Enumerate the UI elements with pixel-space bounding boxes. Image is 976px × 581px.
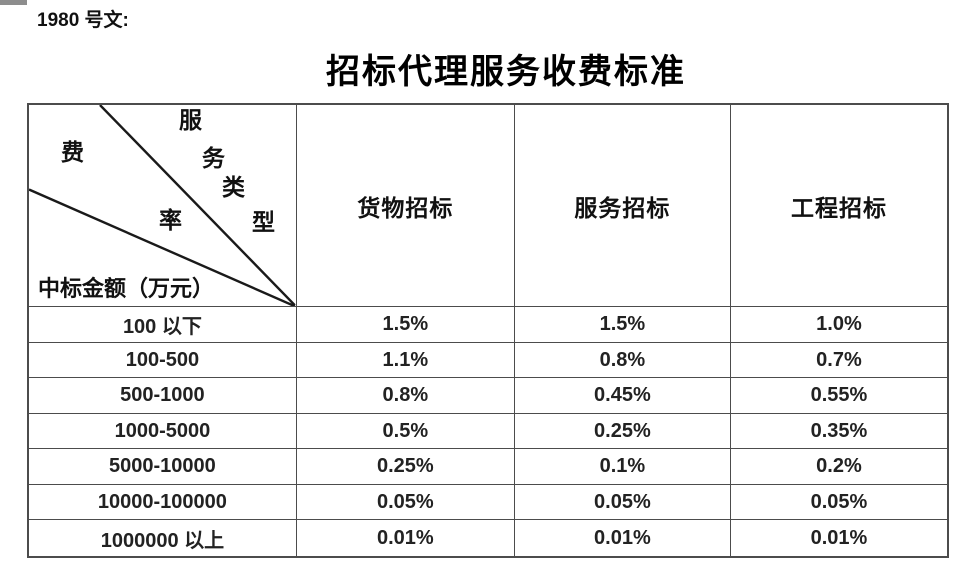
row-range: 10000-100000 — [29, 484, 297, 521]
corner-fee-char-1: 费 — [61, 140, 84, 165]
corner-type-char-1: 服 — [179, 108, 202, 133]
rate-engineering: 0.35% — [730, 414, 947, 450]
corner-type-char-3: 类 — [222, 175, 245, 200]
column-header-service: 服务招标 — [514, 105, 731, 308]
page-title: 招标代理服务收费标准 — [326, 54, 686, 91]
corner-type-char-2: 务 — [202, 146, 225, 171]
rate-engineering: 1.0% — [730, 307, 947, 343]
rate-engineering: 0.2% — [730, 449, 947, 485]
column-header-engineering: 工程招标 — [730, 105, 947, 308]
rate-engineering: 0.55% — [730, 378, 947, 414]
column-header-goods: 货物招标 — [296, 105, 515, 308]
row-range: 500-1000 — [29, 378, 297, 414]
fee-standard-table: 费 率 服 务 类 型 中标金额（万元） 货物招标 服务招标 工程招标 100 … — [27, 103, 949, 558]
table-corner-cell: 费 率 服 务 类 型 中标金额（万元） — [29, 105, 297, 308]
screen-edge-artifact — [0, 0, 27, 5]
rate-goods: 0.5% — [296, 413, 515, 450]
rate-engineering: 0.05% — [730, 485, 947, 521]
rate-service: 0.8% — [514, 342, 731, 379]
rate-goods: 0.25% — [296, 449, 515, 485]
rate-goods: 0.05% — [296, 484, 515, 521]
rate-service: 0.01% — [515, 520, 731, 556]
row-range: 100-500 — [29, 342, 297, 379]
rate-goods: 1.5% — [296, 307, 515, 343]
rate-service: 0.45% — [514, 378, 731, 414]
corner-type-char-4: 型 — [252, 210, 275, 235]
rate-goods: 0.8% — [296, 378, 515, 414]
doc-number-label: 1980 号文: — [37, 10, 129, 31]
diagonal-divider-lines — [29, 105, 296, 307]
rate-service: 0.1% — [514, 449, 731, 485]
rate-engineering: 0.01% — [810, 526, 868, 549]
rate-goods: 1.1% — [296, 342, 515, 379]
rate-service: 0.05% — [514, 484, 731, 521]
rate-engineering: 0.7% — [730, 343, 947, 379]
corner-amount-label: 中标金额（万元） — [38, 276, 215, 302]
row-range: 1000000 以上 — [29, 520, 297, 556]
rate-goods: 0.01% — [297, 520, 515, 556]
rate-service: 0.25% — [514, 413, 731, 450]
rate-service: 1.5% — [514, 307, 731, 343]
corner-fee-char-2: 率 — [159, 208, 182, 233]
row-range: 100 以下 — [29, 307, 297, 343]
row-range: 1000-5000 — [29, 413, 297, 450]
row-range: 5000-10000 — [29, 449, 297, 485]
